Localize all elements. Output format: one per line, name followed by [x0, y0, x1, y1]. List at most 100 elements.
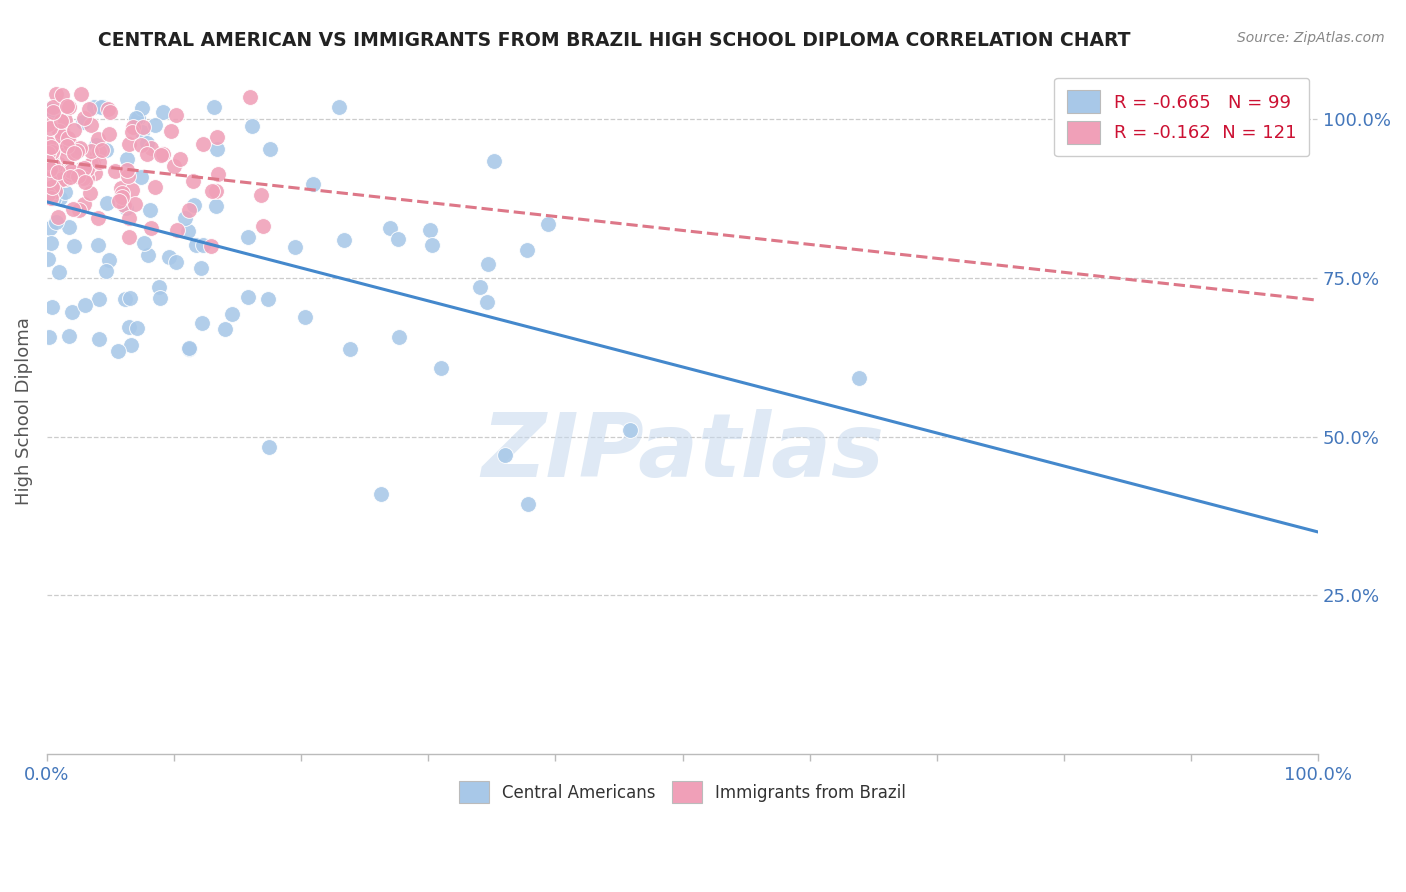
Point	[380, 220, 402, 235]
Point	[112, 198, 135, 212]
Point	[152, 147, 174, 161]
Point	[46, 210, 69, 224]
Point	[242, 120, 264, 134]
Point	[328, 100, 350, 114]
Y-axis label: High School Diploma: High School Diploma	[15, 318, 32, 505]
Point	[169, 152, 191, 166]
Point	[177, 342, 200, 356]
Point	[69, 170, 91, 185]
Point	[87, 238, 110, 252]
Point	[63, 140, 86, 154]
Point	[58, 100, 80, 114]
Point	[79, 102, 101, 116]
Point	[387, 232, 409, 246]
Point	[38, 330, 60, 344]
Point	[83, 100, 105, 114]
Point	[37, 117, 59, 131]
Point	[207, 167, 229, 181]
Point	[79, 186, 101, 200]
Point	[48, 265, 70, 279]
Point	[37, 145, 59, 160]
Point	[63, 123, 86, 137]
Point	[129, 137, 152, 152]
Point	[62, 202, 84, 216]
Point	[200, 239, 222, 253]
Point	[115, 152, 138, 166]
Point	[42, 100, 65, 114]
Point	[46, 133, 69, 147]
Point	[259, 142, 281, 156]
Point	[42, 104, 65, 119]
Point	[56, 150, 79, 164]
Point	[239, 89, 262, 103]
Point	[72, 161, 94, 175]
Point	[94, 264, 117, 278]
Point	[190, 316, 212, 330]
Point	[39, 235, 62, 250]
Point	[59, 164, 82, 178]
Point	[98, 105, 121, 120]
Point	[39, 220, 62, 235]
Point	[82, 156, 104, 170]
Point	[87, 292, 110, 306]
Point	[86, 132, 108, 146]
Point	[107, 343, 129, 358]
Point	[73, 298, 96, 312]
Point	[177, 225, 200, 239]
Point	[70, 87, 93, 101]
Point	[39, 159, 62, 173]
Point	[117, 163, 139, 178]
Point	[51, 87, 73, 102]
Point	[148, 279, 170, 293]
Point	[205, 142, 228, 156]
Point	[104, 163, 127, 178]
Point	[420, 238, 443, 252]
Point	[186, 238, 208, 252]
Point	[41, 300, 63, 314]
Point	[214, 322, 236, 336]
Point	[89, 332, 111, 346]
Point	[87, 154, 110, 169]
Point	[125, 111, 148, 125]
Point	[80, 157, 103, 171]
Point	[52, 127, 75, 141]
Point	[127, 111, 149, 125]
Point	[86, 138, 108, 153]
Point	[41, 191, 63, 205]
Point	[207, 129, 229, 144]
Point	[477, 294, 499, 309]
Point	[58, 329, 80, 343]
Point	[41, 145, 63, 159]
Point	[44, 215, 66, 229]
Point	[181, 174, 204, 188]
Point	[53, 171, 76, 186]
Point	[41, 164, 63, 178]
Point	[177, 343, 200, 357]
Point	[86, 147, 108, 161]
Point	[122, 120, 145, 135]
Point	[494, 448, 516, 462]
Point	[163, 159, 186, 173]
Point	[205, 184, 228, 198]
Point	[70, 161, 93, 176]
Text: Source: ZipAtlas.com: Source: ZipAtlas.com	[1237, 31, 1385, 45]
Point	[284, 240, 307, 254]
Point	[131, 125, 153, 139]
Point	[59, 137, 82, 152]
Point	[38, 172, 60, 186]
Point	[96, 195, 118, 210]
Point	[62, 145, 84, 160]
Point	[370, 487, 392, 501]
Point	[60, 167, 83, 181]
Point	[121, 183, 143, 197]
Point	[90, 143, 112, 157]
Point	[66, 144, 89, 158]
Point	[69, 141, 91, 155]
Point	[87, 211, 110, 226]
Point	[143, 118, 166, 132]
Point	[48, 123, 70, 137]
Point	[537, 218, 560, 232]
Point	[252, 219, 274, 233]
Point	[201, 184, 224, 198]
Point	[517, 497, 540, 511]
